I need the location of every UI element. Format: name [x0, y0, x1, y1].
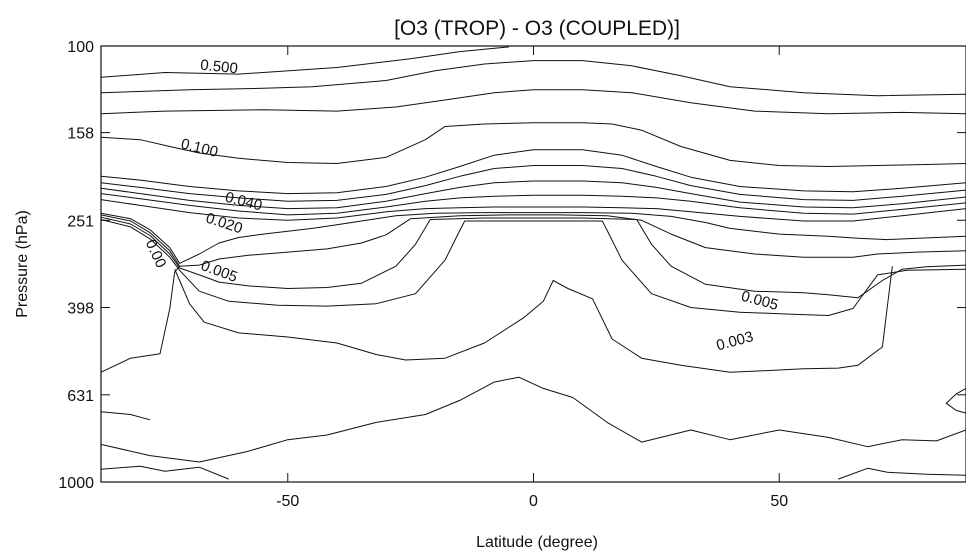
y-tick-label: 631: [67, 388, 94, 405]
contour-line-12: [100, 216, 966, 299]
contour-line-8: [100, 193, 966, 216]
contour-line-1: [100, 46, 509, 78]
contour-line-15: [100, 265, 180, 373]
contour-lines: [100, 46, 966, 480]
x-axis-label: Latitude (degree): [476, 534, 598, 551]
x-tick-label: 0: [529, 493, 538, 510]
y-tick-label: 158: [67, 126, 94, 143]
contour-line-5: [100, 149, 966, 195]
y-tick-label: 1000: [58, 475, 94, 492]
chart-title: [O3 (TROP) - O3 (COUPLED)]: [394, 17, 680, 40]
y-tick-label: 100: [67, 39, 94, 56]
contour-line-18: [838, 467, 966, 480]
contour-line-14: [174, 266, 893, 373]
contour-label-1: 0.500: [199, 57, 238, 78]
contour-line-2: [100, 60, 966, 97]
contour-label-2: 0.100: [179, 135, 220, 161]
contour-line-20: [100, 411, 151, 421]
contour-label-6: 0.00: [142, 237, 170, 271]
plot-frame: [100, 45, 966, 483]
contour-line-16: [100, 376, 966, 463]
contour-label-4: 0.020: [204, 210, 245, 238]
x-axis-ticks: -50 0 50: [276, 46, 788, 510]
y-axis-ticks: 100 158 251 398 631 1000: [58, 39, 966, 492]
contour-line-17: [100, 465, 229, 480]
y-axis-label: Pressure (hPa): [14, 210, 31, 318]
contour-line-9: [100, 199, 966, 222]
x-tick-label: -50: [276, 493, 299, 510]
y-tick-label: 398: [67, 301, 94, 318]
contour-line-19: [945, 387, 966, 414]
contour-label-8: 0.003: [715, 328, 756, 354]
contour-line-4: [100, 122, 966, 167]
contour-line-11: [100, 214, 966, 267]
contour-line-7: [100, 180, 966, 210]
contour-label-3: 0.040: [223, 189, 264, 215]
contour-line-6: [100, 165, 966, 202]
contour-line-10: [100, 212, 966, 264]
contour-line-3: [100, 89, 966, 115]
y-tick-label: 251: [67, 213, 94, 230]
x-tick-label: 50: [770, 493, 788, 510]
contour-line-13: [100, 219, 966, 316]
